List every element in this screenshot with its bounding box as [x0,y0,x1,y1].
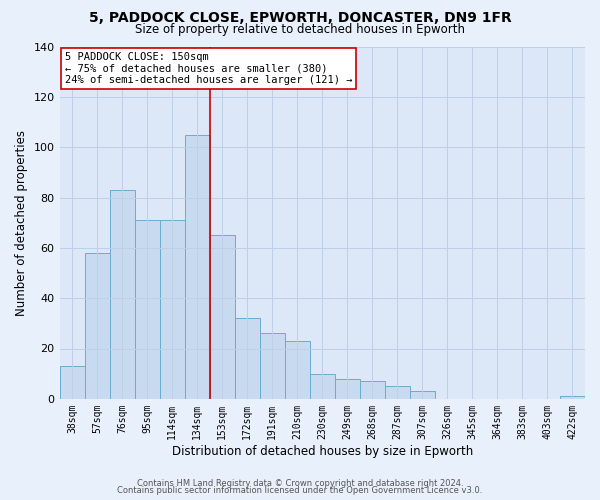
Bar [160,220,185,399]
Bar [235,318,260,399]
Bar [560,396,585,399]
Bar [134,220,160,399]
Text: 5, PADDOCK CLOSE, EPWORTH, DONCASTER, DN9 1FR: 5, PADDOCK CLOSE, EPWORTH, DONCASTER, DN… [89,11,511,25]
Bar [260,334,285,399]
X-axis label: Distribution of detached houses by size in Epworth: Distribution of detached houses by size … [172,444,473,458]
Bar [410,392,435,399]
Bar [185,134,209,399]
Bar [110,190,134,399]
Bar [209,236,235,399]
Bar [385,386,410,399]
Bar [310,374,335,399]
Y-axis label: Number of detached properties: Number of detached properties [15,130,28,316]
Bar [85,253,110,399]
Text: Contains public sector information licensed under the Open Government Licence v3: Contains public sector information licen… [118,486,482,495]
Text: Contains HM Land Registry data © Crown copyright and database right 2024.: Contains HM Land Registry data © Crown c… [137,478,463,488]
Text: Size of property relative to detached houses in Epworth: Size of property relative to detached ho… [135,22,465,36]
Text: 5 PADDOCK CLOSE: 150sqm
← 75% of detached houses are smaller (380)
24% of semi-d: 5 PADDOCK CLOSE: 150sqm ← 75% of detache… [65,52,352,85]
Bar [285,341,310,399]
Bar [335,378,360,399]
Bar [59,366,85,399]
Bar [360,381,385,399]
